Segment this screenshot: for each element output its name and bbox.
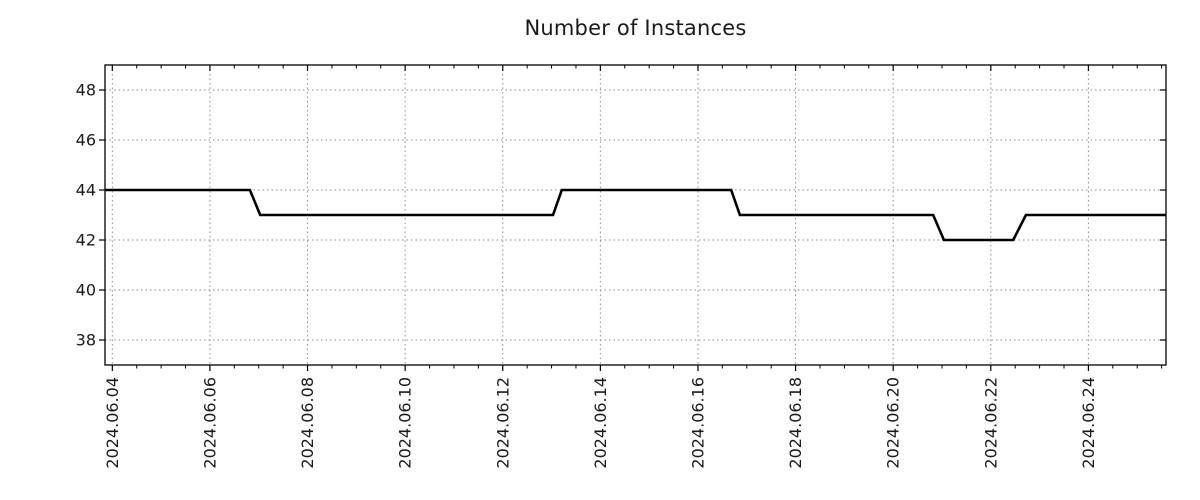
series-line-instances [105, 188, 1166, 242]
x-tick-label: 2024.06.04 [103, 377, 122, 469]
x-tick-label: 2024.06.16 [688, 377, 707, 469]
y-tick-label: 42 [76, 231, 96, 250]
chart-title: Number of Instances [524, 16, 747, 40]
x-tick-label: 2024.06.24 [1079, 377, 1098, 469]
y-tick-label: 38 [76, 331, 96, 350]
x-tick-label: 2024.06.08 [298, 377, 317, 469]
x-tick-label: 2024.06.20 [884, 377, 903, 469]
x-tick-label: 2024.06.12 [493, 377, 512, 469]
y-tick-label: 46 [76, 131, 96, 150]
x-tick-label: 2024.06.22 [981, 377, 1000, 469]
x-tick-label: 2024.06.14 [591, 377, 610, 469]
y-tick-label: 40 [76, 281, 96, 300]
y-tick-label: 44 [76, 181, 96, 200]
x-tick-label: 2024.06.06 [200, 377, 219, 469]
x-tick-label: 2024.06.10 [396, 377, 415, 469]
plot-frame [104, 64, 1167, 366]
x-tick-label: 2024.06.18 [786, 377, 805, 469]
y-tick-label: 48 [76, 81, 96, 100]
